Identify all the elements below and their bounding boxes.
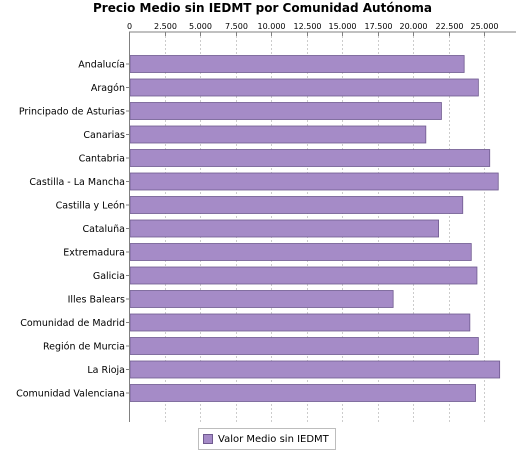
- category-label: Castilla - La Mancha: [29, 177, 125, 188]
- bar: [129, 149, 491, 167]
- x-tick-label: 12.500: [294, 22, 322, 31]
- category-label: Extremadura: [63, 248, 125, 259]
- category-label: Cataluña: [82, 224, 125, 235]
- bar: [129, 266, 478, 285]
- bar: [129, 337, 479, 355]
- bar: [129, 243, 472, 261]
- bar: [129, 102, 442, 120]
- category-label: Andalucía: [78, 60, 125, 71]
- x-tick-label: 5.000: [189, 22, 212, 31]
- bar: [129, 360, 501, 379]
- x-tick-label: 17.500: [365, 22, 393, 31]
- x-tick-label: 15.000: [329, 22, 357, 31]
- category-axis: Andalucía Aragón Principado de Asturias Can…: [16, 36, 130, 422]
- category-label: Galicia: [93, 271, 125, 282]
- category-label: Comunidad de Madrid: [20, 318, 125, 329]
- legend-label: Valor Medio sin IEDMT: [218, 433, 329, 445]
- category-label: Aragón: [91, 83, 125, 94]
- x-tick-label: 20.000: [400, 22, 428, 31]
- bar: [129, 384, 476, 402]
- bar: [129, 313, 471, 332]
- legend-swatch: [203, 434, 213, 444]
- category-label: Principado de Asturias: [19, 107, 125, 118]
- bar: [129, 290, 394, 308]
- x-tick-label: 25.000: [471, 22, 499, 31]
- category-label: Región de Murcia: [43, 342, 125, 353]
- bar: [129, 78, 479, 97]
- x-tick-label: 10.000: [258, 22, 286, 31]
- category-label: Cantabria: [79, 154, 125, 165]
- bar: [129, 172, 499, 191]
- x-tick-label: 7.500: [225, 22, 248, 31]
- bar: [129, 219, 440, 238]
- x-tick-label: 2.500: [154, 22, 177, 31]
- value-axis: 0 2.500 5.000 7.500 10.000 12.500 15.000 17.500…: [127, 22, 516, 36]
- bar: [129, 125, 427, 144]
- legend: Valor Medio sin IEDMT: [198, 428, 336, 450]
- bars: [129, 55, 501, 402]
- chart-title: Precio Medio sin IEDMT por Comunidad Aut…: [93, 1, 432, 15]
- x-tick-label: 22.500: [436, 22, 464, 31]
- x-tick-label: 0: [127, 22, 132, 31]
- bar: [129, 196, 464, 214]
- bar: [129, 55, 465, 73]
- category-label: Illes Balears: [68, 295, 125, 306]
- category-label: La Rioja: [87, 365, 125, 376]
- category-label: Canarias: [83, 130, 125, 141]
- category-label: Comunidad Valenciana: [16, 389, 125, 400]
- category-label: Castilla y León: [56, 201, 125, 212]
